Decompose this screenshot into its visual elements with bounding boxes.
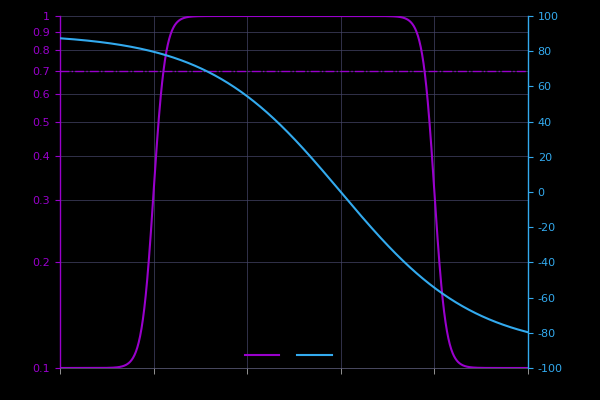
Legend: , : , [239,343,349,368]
